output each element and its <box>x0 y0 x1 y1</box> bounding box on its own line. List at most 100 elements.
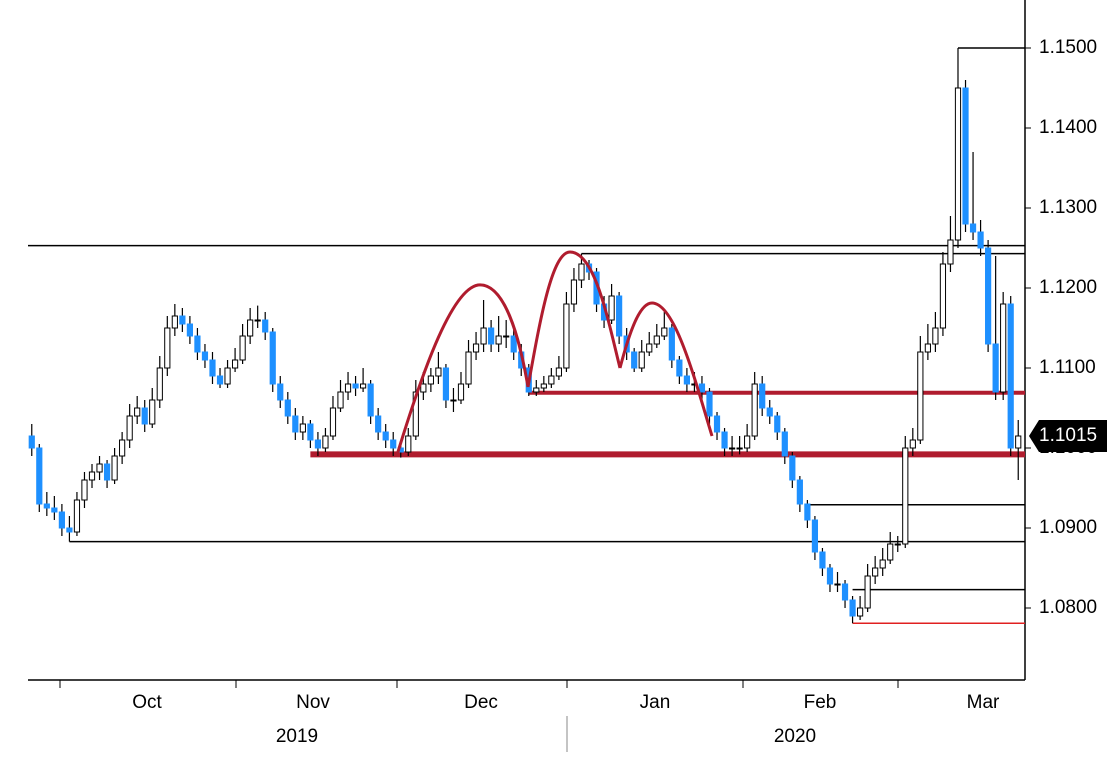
candle-body-up <box>435 367 442 377</box>
candle-body-up <box>88 471 96 481</box>
candle-body-down <box>781 431 788 457</box>
candle-body-down <box>668 327 675 361</box>
candle-body-down <box>209 359 216 377</box>
year-label: 2020 <box>774 726 816 747</box>
y-tick-label: 1.1100 <box>1039 357 1096 378</box>
candle-body-up <box>540 383 547 389</box>
candle-body-down <box>277 383 284 401</box>
candle-body-down <box>307 423 314 441</box>
candle-body-up <box>909 439 916 449</box>
candle-body-up <box>856 607 864 617</box>
head-arc <box>526 250 622 388</box>
candle-body-up <box>480 327 487 345</box>
candle-body-down <box>43 503 50 509</box>
x-tick-label: Jan <box>640 692 671 713</box>
candle-body-down <box>36 447 43 505</box>
candle-body-up <box>555 367 562 377</box>
candle-body-down <box>262 319 269 333</box>
candle-body-down <box>488 327 495 345</box>
candle-body-up <box>465 351 472 385</box>
candle-body-up <box>728 447 736 450</box>
candle-body-down <box>352 383 359 389</box>
x-tick-label: Oct <box>132 692 162 713</box>
candle-body-up <box>744 435 751 449</box>
y-tick-label: 1.1300 <box>1039 197 1097 218</box>
y-tick-label: 1.0900 <box>1039 517 1097 538</box>
y-tick-label: 1.1400 <box>1039 117 1097 138</box>
candle-body-up <box>420 383 427 393</box>
candle-body-down <box>849 599 856 617</box>
last-price-box <box>1029 420 1107 452</box>
candle-body-up <box>879 559 886 569</box>
candle-body-down <box>962 87 969 225</box>
candle-body-up <box>457 383 465 401</box>
candle-body-up <box>405 435 412 453</box>
candle-body-up <box>503 335 510 338</box>
last-price-label: 1.1015 <box>1039 425 1097 446</box>
candle-body-up <box>638 351 645 369</box>
candle-body-down <box>796 479 803 505</box>
candle-body-down <box>58 511 65 529</box>
candle-body-down <box>103 463 111 481</box>
candle-body-up <box>563 303 570 369</box>
candle-body-down <box>819 551 826 569</box>
candle-body-up <box>359 383 367 389</box>
candle-body-up <box>73 499 81 533</box>
candle-body-up <box>947 239 954 265</box>
pattern-arcs <box>395 250 714 456</box>
candle-body-up <box>96 463 103 473</box>
candle-body-down <box>367 383 374 417</box>
candle-body-up <box>1000 303 1007 393</box>
candle-body-down <box>977 231 984 249</box>
candle-body-up <box>736 447 743 450</box>
candle-body-up <box>646 343 653 353</box>
candle-body-down <box>774 415 781 433</box>
candle-body-up <box>653 335 660 345</box>
y-tick-label: 1.0800 <box>1039 597 1097 618</box>
candle-body-down <box>382 431 389 441</box>
candle-body-down <box>292 415 299 433</box>
candle-body-up <box>329 407 337 437</box>
candle-body-up <box>299 423 306 433</box>
candle-body-up <box>171 315 178 329</box>
y-tick-label: 1.1200 <box>1039 277 1097 298</box>
candle-body-up <box>427 375 434 385</box>
candle-body-down <box>179 315 186 325</box>
candle-body-up <box>247 319 254 337</box>
candle-body-up <box>111 455 118 481</box>
candle-body-down <box>985 247 992 345</box>
candle-body-up <box>156 367 163 401</box>
candle-body-down <box>826 567 834 585</box>
candle-body-up <box>570 279 578 305</box>
candle-body-down <box>216 375 224 385</box>
candle-body-up <box>126 415 133 441</box>
candle-body-up <box>661 327 668 337</box>
candle-body-down <box>442 367 450 401</box>
candle-body-up <box>917 351 924 441</box>
y-tick-label: 1.1500 <box>1039 37 1097 58</box>
candle-body-down <box>314 439 322 449</box>
candle-body-up <box>472 343 480 353</box>
candle-body-up <box>578 263 585 281</box>
candle-body-up <box>932 327 939 345</box>
candle-body-up <box>939 263 947 329</box>
candle-body-up <box>924 343 931 353</box>
candle-body-down <box>1007 303 1014 449</box>
candle-body-down <box>713 415 721 433</box>
candle-body-up <box>134 407 141 417</box>
candle-body-up <box>751 383 758 437</box>
x-tick-label: Nov <box>296 692 330 713</box>
candle-body-down <box>804 503 811 521</box>
candle-body-down <box>28 435 35 449</box>
candle-body-up <box>344 383 352 393</box>
candle-body-down <box>66 527 73 533</box>
candle-body-down <box>141 407 148 425</box>
x-tick-label: Dec <box>464 692 498 713</box>
candle-body-down <box>721 431 728 449</box>
x-tick-label: Mar <box>967 692 1000 713</box>
candle-body-up <box>864 575 871 609</box>
candle-body-down <box>375 415 382 433</box>
candle-body-down <box>284 399 291 417</box>
candle-body-down <box>992 343 999 393</box>
